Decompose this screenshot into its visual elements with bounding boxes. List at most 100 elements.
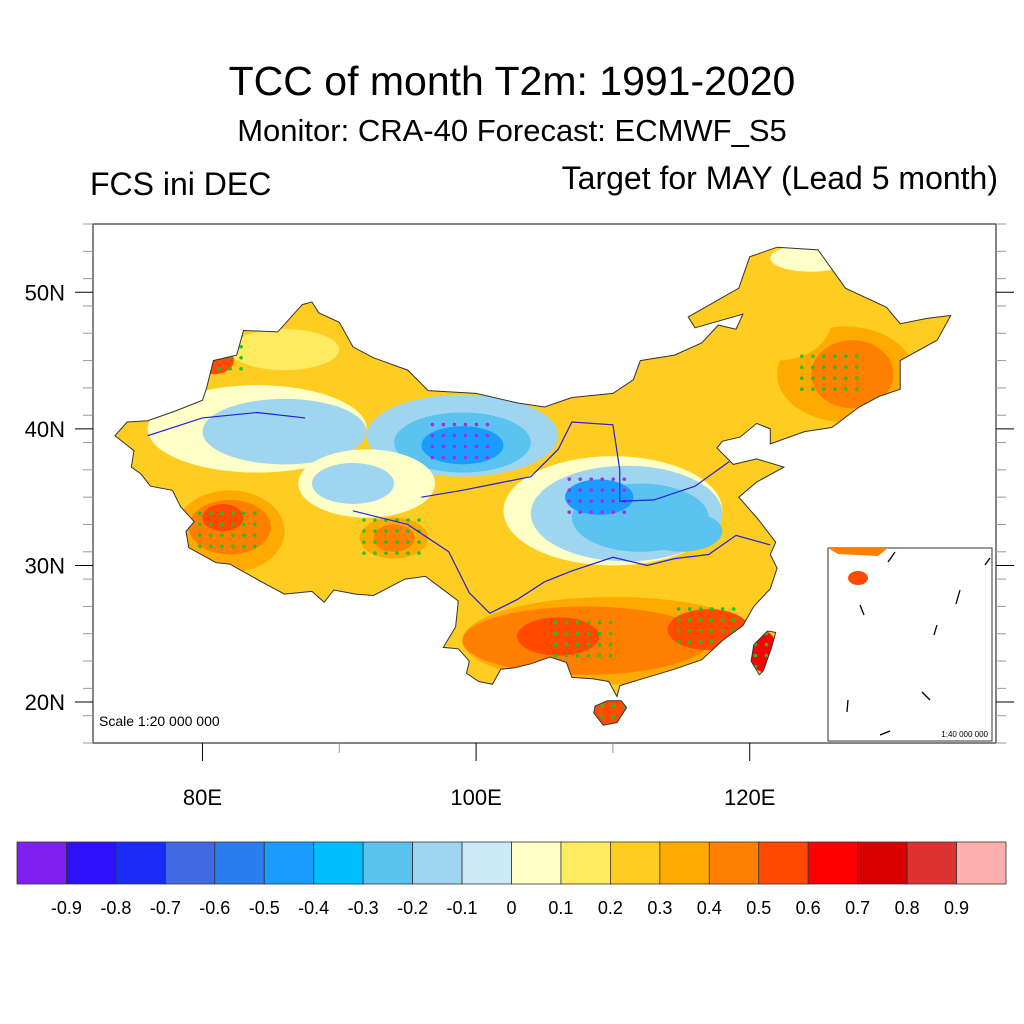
significance-dot (720, 618, 725, 622)
significance-dot (676, 607, 681, 611)
significance-dot (384, 540, 388, 544)
colorbar-swatch (66, 841, 117, 885)
china-border (114, 246, 952, 726)
nine-dash-line (887, 551, 896, 563)
significance-dot (564, 620, 569, 625)
significance-dot (800, 365, 804, 370)
significance-dot (485, 455, 490, 460)
significance-dot (553, 620, 558, 625)
significance-dot (474, 422, 479, 427)
significance-dot (195, 333, 199, 338)
significance-dot (633, 715, 637, 719)
significance-dot (844, 387, 848, 392)
significance-dot (217, 333, 221, 338)
significance-dot (253, 522, 257, 527)
significance-dot (553, 642, 558, 647)
significance-dot (622, 693, 626, 697)
significance-dot (698, 618, 703, 622)
significance-dot (463, 422, 468, 427)
contour-patch (640, 510, 723, 552)
significance-dot (731, 607, 736, 611)
chart-subtitle: Monitor: CRA-40 Forecast: ECMWF_S5 (237, 113, 787, 148)
significance-dot (811, 376, 815, 381)
colorbar-swatch (164, 841, 216, 885)
significance-dot (239, 355, 243, 360)
colorbar-label: 0 (506, 898, 516, 918)
significance-dot (406, 518, 410, 522)
significance-dot (698, 640, 703, 644)
colorbar-label: 0.2 (598, 898, 623, 918)
significance-dot (206, 333, 210, 338)
significance-dot (441, 433, 446, 438)
significance-dot (633, 693, 637, 697)
significance-dot (608, 642, 613, 647)
significance-dot (775, 664, 780, 669)
significance-dot (698, 607, 703, 611)
nine-dash-line (921, 691, 931, 701)
significance-dot (822, 387, 826, 392)
significance-dot (209, 544, 213, 549)
significance-dot (753, 653, 758, 658)
significance-dot (786, 631, 791, 636)
significance-dot (709, 618, 714, 622)
significance-dot (228, 366, 232, 371)
significance-dot (855, 387, 859, 392)
significance-dot (720, 607, 725, 611)
significance-dot (855, 365, 859, 370)
nine-dash-line (984, 557, 991, 566)
significance-dot (800, 354, 804, 359)
significance-dot (485, 433, 490, 438)
significance-dot (589, 715, 593, 719)
significance-dot (198, 533, 202, 538)
contour-patch (722, 278, 832, 361)
significance-dot (844, 376, 848, 381)
contour-patch (229, 329, 340, 371)
significance-dot (764, 642, 769, 647)
colorbar-label: 0.6 (796, 898, 821, 918)
significance-dot (600, 499, 605, 503)
significance-dot (833, 376, 837, 381)
significance-dot (578, 704, 582, 708)
significance-dot (622, 488, 627, 492)
significance-dot (575, 642, 580, 647)
significance-dot (786, 642, 791, 647)
colorbar-label: 0.4 (697, 898, 722, 918)
significance-dot (600, 477, 605, 481)
significance-dot (586, 653, 591, 658)
significance-dot (406, 540, 410, 544)
significance-dot (775, 642, 780, 647)
significance-dot (633, 704, 637, 708)
significance-dot (578, 726, 582, 730)
colorbar: -0.9 -0.8 -0.7 -0.6 -0.5 -0.4 -0.3 -0.2 -0.1 0 0.1… (16, 841, 1007, 918)
significance-dot (567, 477, 572, 481)
significance-dot (373, 540, 377, 544)
significance-dot (242, 522, 246, 527)
significance-dot (731, 653, 736, 658)
significance-dot (406, 529, 410, 533)
significance-dot (395, 529, 399, 533)
colorbar-label: 0.3 (647, 898, 672, 918)
y-tick-label: 50N (25, 280, 65, 305)
significance-dot (206, 344, 210, 349)
significance-dot (441, 455, 446, 460)
significance-dot (597, 642, 602, 647)
significance-dot (239, 344, 243, 349)
significance-dot (589, 693, 593, 697)
significance-dot (485, 444, 490, 449)
significance-dot (220, 511, 224, 516)
colorbar-swatch (708, 841, 760, 885)
significance-dot (417, 518, 421, 522)
significance-dot (855, 354, 859, 359)
significance-dot (567, 510, 572, 514)
significance-dot (206, 366, 210, 371)
significance-dot (209, 511, 213, 516)
significance-dot (220, 533, 224, 538)
significance-dot (452, 455, 457, 460)
significance-dot (786, 653, 791, 658)
significance-dot (687, 640, 692, 644)
significance-dot (731, 642, 736, 647)
significance-dot (195, 355, 199, 360)
significance-dot (441, 422, 446, 427)
colorbar-swatch (115, 841, 166, 885)
significance-dot (611, 704, 615, 708)
